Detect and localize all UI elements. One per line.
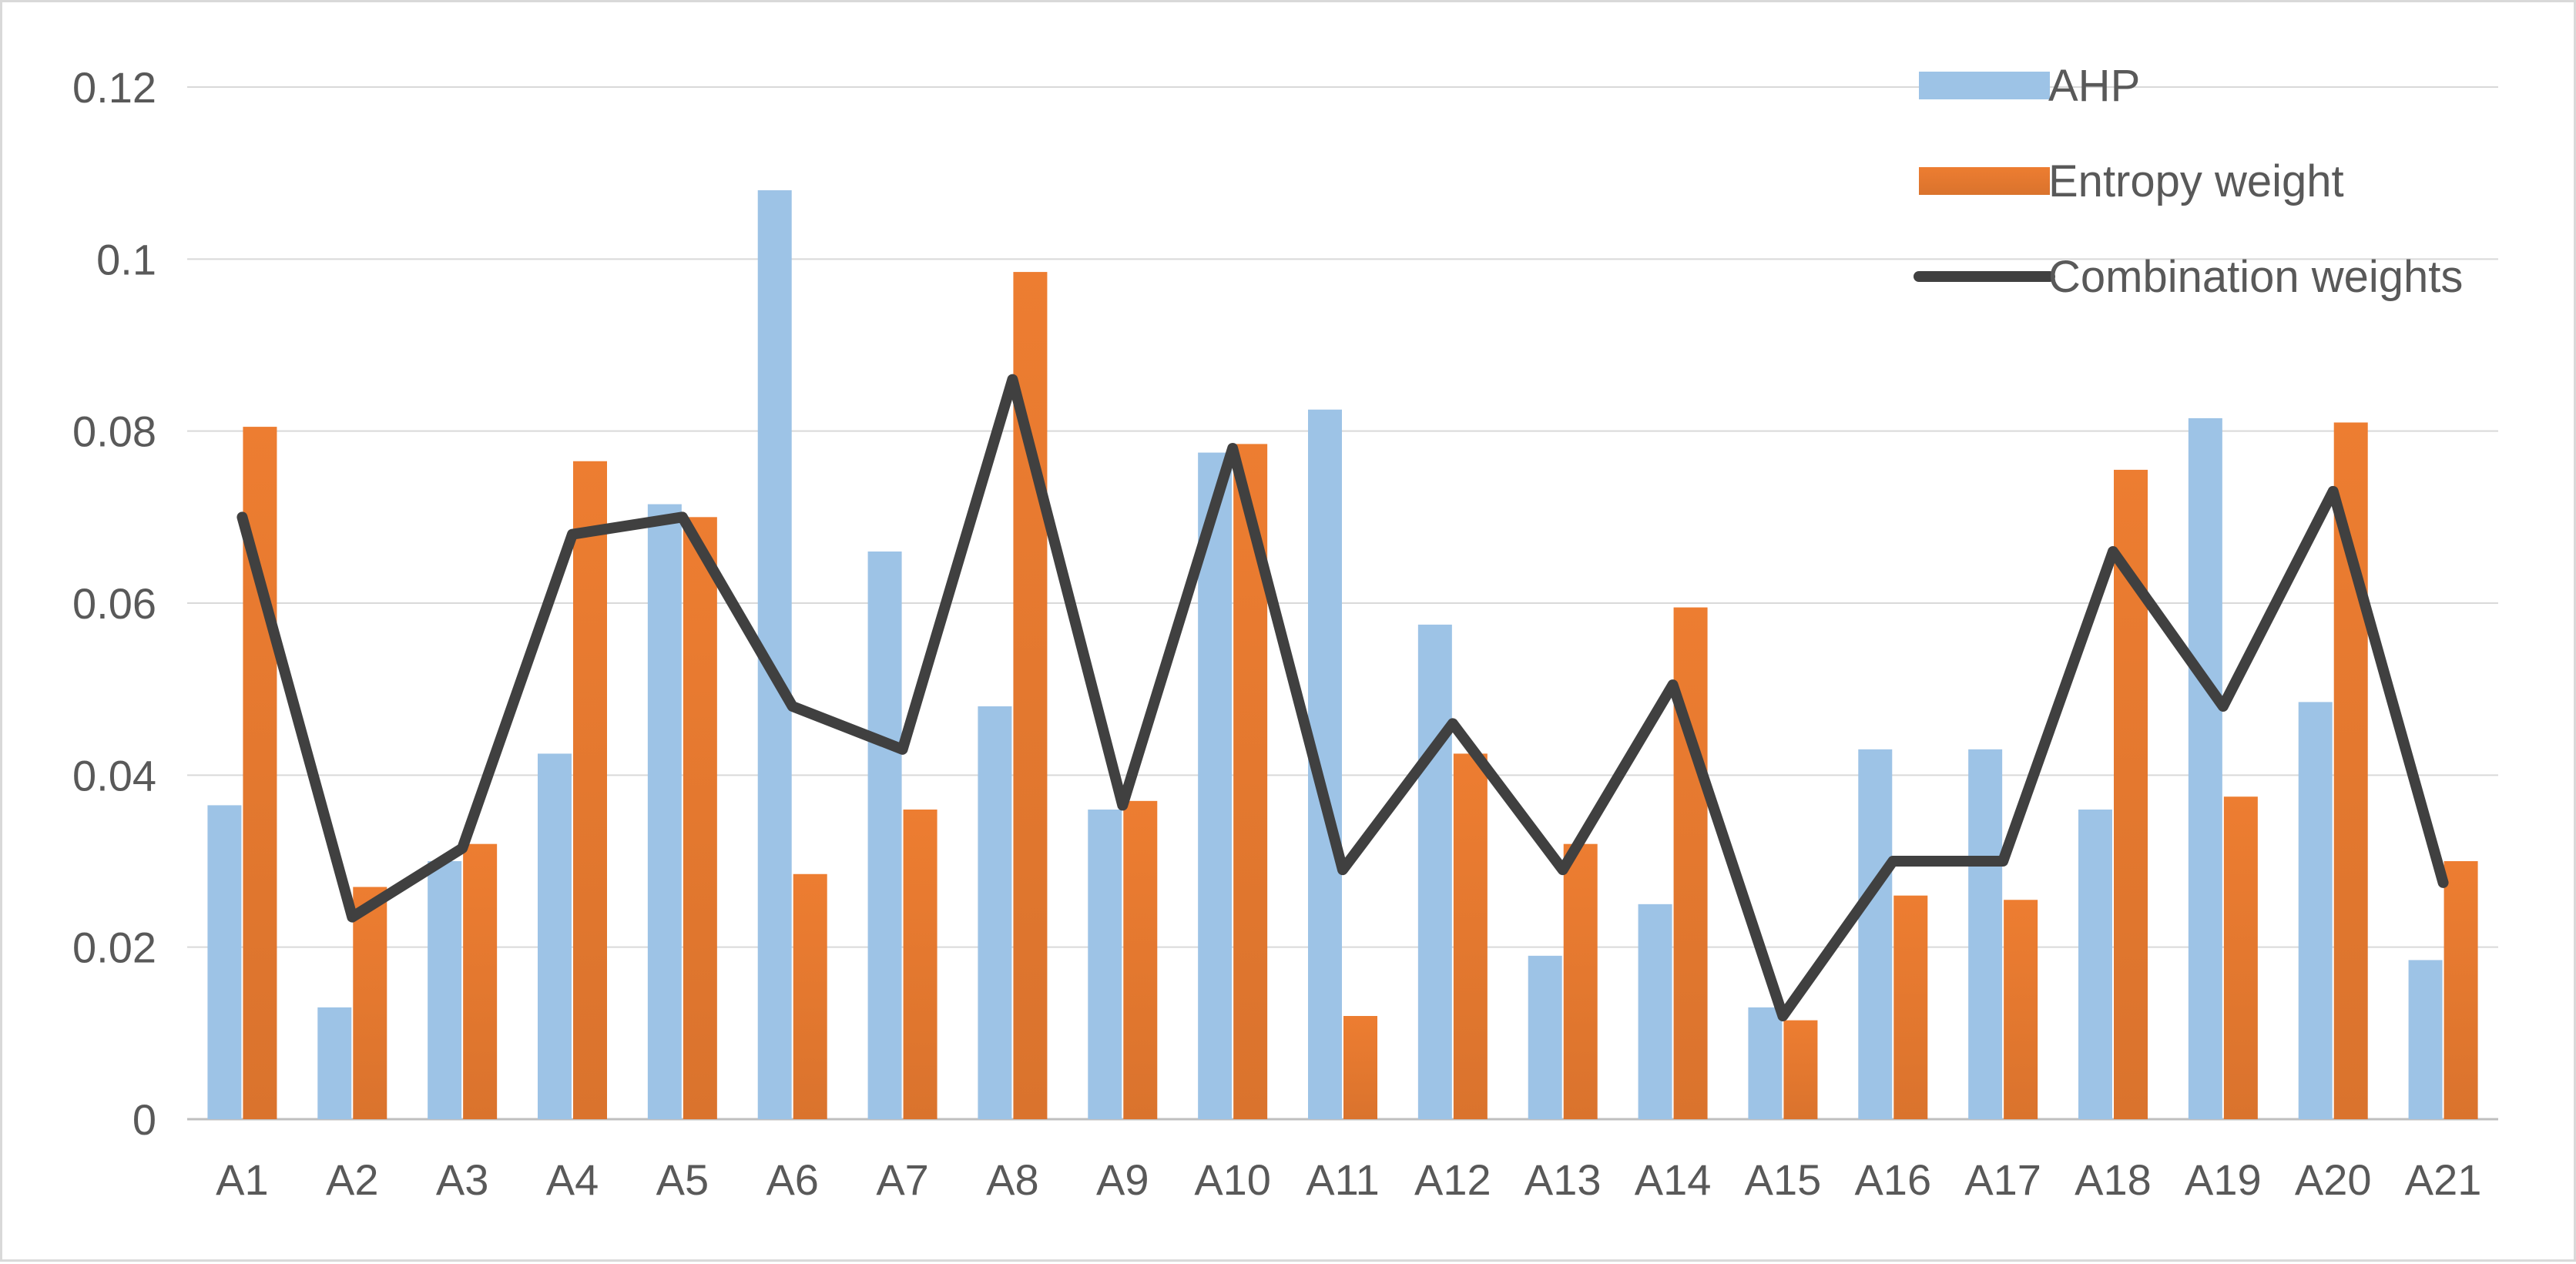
entropy-bar-a12 [1453, 753, 1488, 1119]
combination-point-a21 [2442, 881, 2444, 883]
combination-point-a5 [681, 516, 683, 518]
y-tick-label: 0.02 [72, 924, 156, 972]
x-category-label: A6 [766, 1155, 819, 1204]
entropy-bar-a5 [683, 517, 717, 1119]
combination-point-a12 [1451, 723, 1454, 725]
x-category-label: A20 [2295, 1155, 2372, 1204]
entropy-bar-a19 [2223, 796, 2258, 1119]
combination-point-a9 [1122, 804, 1124, 806]
ahp-bar-a12 [1417, 624, 1452, 1119]
legend-label: Combination weights [2048, 252, 2463, 302]
x-category-label: A21 [2405, 1155, 2482, 1204]
x-category-label: A17 [1964, 1155, 2041, 1204]
ahp-bar-a15 [1748, 1007, 1783, 1119]
combination-point-a15 [1782, 1015, 1784, 1017]
combination-point-a4 [572, 533, 573, 535]
ahp-bar-a19 [2188, 417, 2222, 1119]
ahp-bar-a10 [1198, 452, 1233, 1119]
legend: AHP Entropy weight Combination weights [1914, 61, 2463, 302]
combination-point-a13 [1561, 869, 1564, 871]
ahp-bar-a1 [207, 805, 242, 1119]
entropy-bar-a3 [463, 843, 498, 1119]
y-tick-label: 0.04 [72, 751, 156, 800]
entropy-bar-a14 [1673, 607, 1708, 1119]
entropy-bar-a15 [1783, 1020, 1818, 1119]
entropy-bar-a11 [1343, 1016, 1377, 1119]
combination-point-a20 [2332, 490, 2334, 492]
gridlines [187, 86, 2498, 1121]
x-category-label: A12 [1414, 1155, 1491, 1204]
ahp-bar-a13 [1528, 955, 1562, 1119]
entropy-bar-a2 [353, 887, 387, 1119]
legend-swatch-entropy [1919, 167, 2050, 195]
x-category-label: A16 [1854, 1155, 1931, 1204]
combination-point-a10 [1232, 448, 1234, 449]
combination-point-a1 [241, 516, 243, 518]
combination-point-a6 [791, 706, 793, 707]
combination-point-a3 [461, 847, 464, 850]
combination-point-a17 [2002, 860, 2004, 862]
ahp-bar-a5 [647, 504, 682, 1119]
x-category-label: A19 [2185, 1155, 2262, 1204]
ahp-bar-a21 [2408, 960, 2443, 1119]
ahp-bar-a16 [1858, 749, 1893, 1119]
ahp-bar-a2 [317, 1007, 352, 1119]
x-category-label: A1 [216, 1155, 269, 1204]
ahp-bar-a20 [2298, 702, 2333, 1119]
ahp-bar-a14 [1638, 904, 1672, 1119]
x-category-label: A10 [1194, 1155, 1271, 1204]
x-category-label: A5 [656, 1155, 709, 1204]
x-category-label: A11 [1306, 1155, 1379, 1204]
combination-point-a18 [2112, 551, 2114, 552]
combination-point-a16 [1892, 860, 1894, 862]
x-category-label: A2 [326, 1155, 379, 1204]
x-category-label: A18 [2075, 1155, 2152, 1204]
entropy-bar-a6 [793, 873, 827, 1119]
ahp-bar-a4 [538, 753, 572, 1119]
combination-point-a8 [1011, 378, 1014, 381]
combination-weights-line [236, 374, 2449, 1021]
ahp-bar-a18 [2078, 810, 2112, 1119]
x-category-label: A15 [1745, 1155, 1822, 1204]
legend-label: Entropy weight [2048, 156, 2344, 206]
legend-swatch-ahp [1919, 72, 2050, 99]
y-tick-label: 0.12 [72, 63, 156, 112]
y-tick-label: 0.06 [72, 579, 156, 628]
ahp-bar-a7 [867, 552, 902, 1119]
y-axis-tick-labels: 0 0.02 0.04 0.06 0.08 0.1 0.12 [72, 63, 156, 1144]
x-category-label: A13 [1524, 1155, 1602, 1204]
ahp-bar-a3 [428, 861, 462, 1119]
ahp-bar-a9 [1088, 810, 1122, 1119]
bars [207, 190, 2478, 1119]
combination-point-a14 [1672, 684, 1674, 686]
y-tick-label: 0 [132, 1095, 156, 1144]
ahp-bar-a17 [1968, 749, 2003, 1119]
x-category-label: A3 [436, 1155, 489, 1204]
entropy-bar-a13 [1563, 843, 1598, 1119]
entropy-bar-a4 [573, 461, 607, 1119]
entropy-bar-a17 [2004, 900, 2038, 1119]
entropy-bar-a21 [2444, 861, 2478, 1119]
x-category-label: A4 [546, 1155, 599, 1204]
combination-point-a2 [351, 916, 354, 918]
x-category-label: A14 [1635, 1155, 1712, 1204]
combination-point-a19 [2222, 706, 2224, 707]
ahp-bar-a8 [978, 706, 1012, 1119]
x-category-label: A7 [876, 1155, 929, 1204]
x-category-label: A8 [986, 1155, 1039, 1204]
combination-point-a7 [901, 748, 904, 750]
x-category-label: A9 [1096, 1155, 1149, 1204]
y-tick-label: 0.1 [96, 235, 156, 283]
entropy-bar-a7 [903, 810, 937, 1119]
x-axis-category-labels: A1 A2 A3 A4 A5 A6 A7 A8 A9 A10 A11 A12 A13 A14 A15 A16 A… [216, 1155, 2481, 1204]
entropy-bar-a16 [1893, 895, 1928, 1119]
combination-point-a11 [1342, 869, 1343, 871]
entropy-bar-a9 [1123, 800, 1158, 1119]
y-tick-label: 0.08 [72, 407, 156, 456]
legend-label: AHP [2048, 61, 2140, 111]
combination-line [236, 374, 2449, 1021]
